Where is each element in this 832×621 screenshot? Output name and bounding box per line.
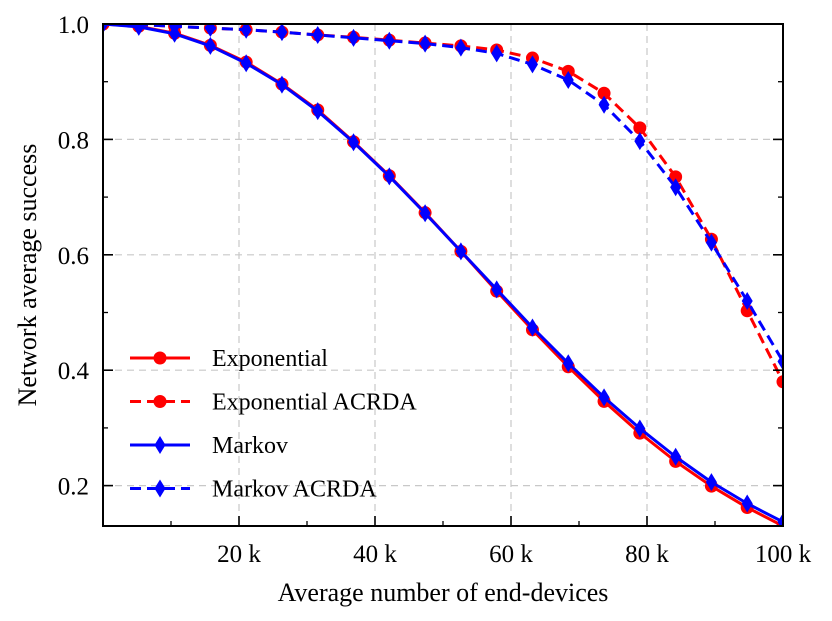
markov-point: [670, 447, 682, 466]
y-tick-label: 0.2: [58, 474, 89, 501]
markov-point: [348, 133, 360, 152]
grid: [103, 23, 784, 526]
y-tick-label: 0.8: [58, 127, 89, 154]
markov-point: [526, 318, 538, 337]
markov-acrda-point: [491, 44, 503, 63]
legend-markov-acrda-label: Markov ACRDA: [212, 477, 377, 503]
x-tick-label: 40 k: [353, 541, 397, 568]
markov-point: [741, 494, 753, 513]
markov-acrda-point: [670, 178, 682, 197]
y-axis-title: Network average success: [13, 144, 42, 407]
markov-point: [312, 102, 324, 121]
markov-point: [634, 419, 646, 438]
exponential-acrda-line: [103, 24, 783, 383]
x-tick-label: 100 k: [755, 541, 812, 568]
markov-acrda-point: [562, 70, 574, 89]
y-tick-label: 1.0: [58, 12, 89, 39]
markov-acrda-point: [526, 55, 538, 74]
ticks: [103, 23, 784, 526]
legend-markov-label: Markov: [212, 433, 288, 459]
x-tick-label: 60 k: [489, 541, 533, 568]
exponential-line: [103, 24, 783, 526]
exponential-series: [103, 24, 783, 526]
markov-acrda-point: [103, 24, 109, 33]
markov-point: [491, 280, 503, 299]
exponential-acrda-point: [669, 170, 683, 184]
markov-point: [240, 54, 252, 73]
legend: Exponential Exponential ACRDA Markov Markov…: [130, 346, 417, 503]
markov-series: [103, 24, 783, 526]
series-layer: [103, 24, 783, 526]
markov-acrda-point: [133, 24, 145, 34]
markov-line: [103, 24, 783, 524]
y-tick-label: 0.4: [58, 358, 90, 385]
markov-acrda-series: [103, 24, 783, 371]
markov-acrda-point: [741, 291, 753, 310]
markov-acrda-point: [312, 25, 324, 44]
x-tick-label: 20 k: [217, 541, 261, 568]
markov-acrda-point: [348, 28, 360, 47]
exponential-acrda-point: [776, 375, 783, 389]
markov-acrda-point: [240, 24, 252, 39]
exponential-acrda-point: [633, 121, 647, 135]
exponential-acrda-series: [103, 24, 783, 389]
markov-point: [705, 473, 717, 492]
x-axis-title: Average number of end-devices: [278, 578, 609, 607]
markov-point: [598, 388, 610, 407]
markov-acrda-point: [169, 24, 181, 36]
markov-point: [204, 36, 216, 55]
x-tick-label: 80 k: [625, 541, 669, 568]
markov-acrda-point: [419, 34, 431, 53]
y-tick-label: 0.6: [58, 243, 89, 270]
markov-acrda-line: [103, 24, 783, 363]
legend-markov-point: [154, 436, 166, 454]
markov-acrda-point: [383, 31, 395, 50]
legend-exponential-acrda-point: [153, 395, 167, 408]
markov-acrda-point: [777, 352, 783, 371]
markov-acrda-point: [705, 233, 717, 252]
markov-acrda-point: [204, 24, 216, 38]
legend-exponential-label: Exponential: [212, 346, 328, 372]
markov-point: [276, 75, 288, 94]
markov-acrda-point: [276, 24, 288, 42]
markov-point: [777, 512, 783, 526]
plot-frame: [102, 23, 784, 527]
legend-exponential-acrda-label: Exponential ACRDA: [212, 390, 417, 416]
markov-point: [455, 242, 467, 261]
markov-acrda-point: [634, 132, 646, 151]
markov-point: [562, 354, 574, 373]
tick-labels: 20 k 40 k 60 k 80 k 100 k 0.2 0.4 0.6 0.8 1.0: [58, 12, 812, 568]
markov-point: [383, 167, 395, 186]
legend-markov-acrda-point: [154, 479, 166, 498]
markov-acrda-point: [598, 95, 610, 114]
legend-exponential-point: [153, 351, 167, 365]
exponential-acrda-point: [597, 86, 611, 100]
markov-point: [419, 204, 431, 223]
markov-acrda-point: [455, 38, 467, 57]
